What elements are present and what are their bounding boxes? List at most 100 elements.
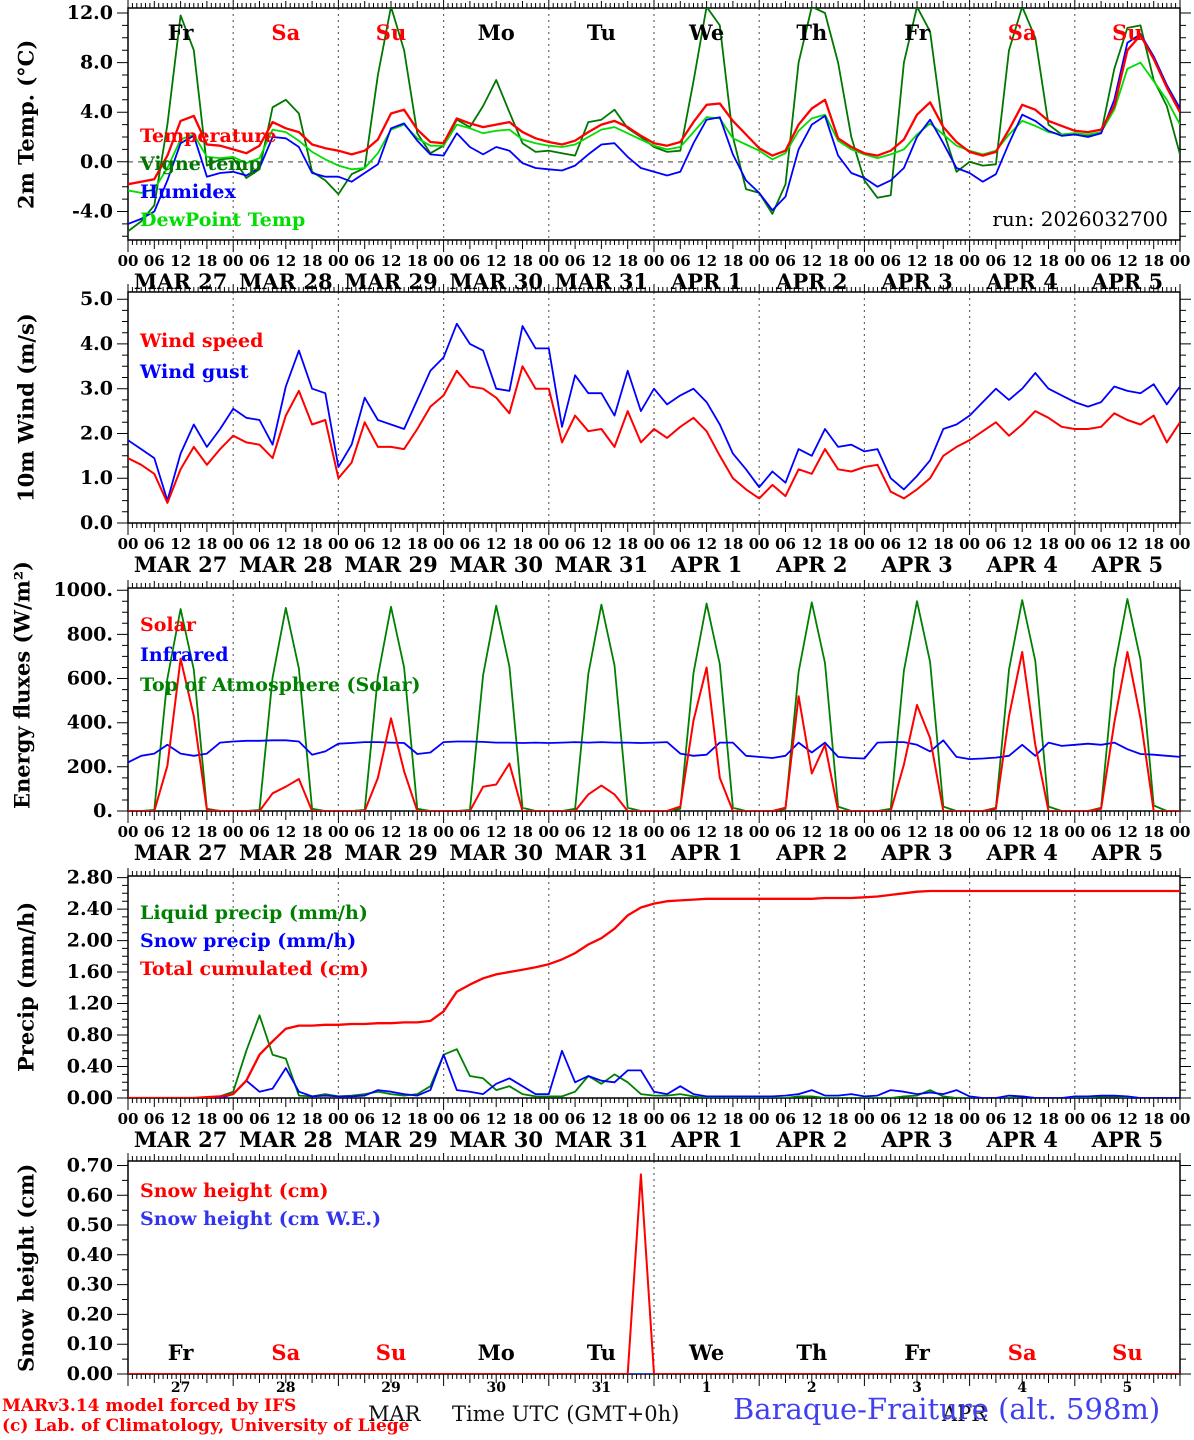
svg-text:18: 18 [407,823,428,841]
svg-text:12: 12 [170,1110,191,1128]
svg-text:Fr: Fr [168,1340,195,1365]
svg-text:06: 06 [565,1110,586,1128]
svg-text:00: 00 [433,1110,454,1128]
svg-text:18: 18 [933,535,954,553]
svg-text:18: 18 [722,823,743,841]
svg-text:06: 06 [985,1110,1006,1128]
y-axis-label-wind: 10m Wind (m/s) [13,313,39,502]
svg-text:APR 5: APR 5 [1091,1127,1163,1152]
svg-text:06: 06 [565,823,586,841]
legend-temperature: Temperature [140,125,277,147]
svg-text:MAR 31: MAR 31 [555,840,649,865]
svg-text:00: 00 [749,252,770,270]
svg-text:06: 06 [880,1110,901,1128]
svg-text:00: 00 [538,535,559,553]
svg-text:12: 12 [1117,252,1138,270]
svg-text:APR 1: APR 1 [670,1127,742,1152]
svg-text:12: 12 [591,1110,612,1128]
svg-text:06: 06 [670,1110,691,1128]
svg-text:06: 06 [144,823,165,841]
svg-text:2.0: 2.0 [80,423,113,445]
svg-text:0.80: 0.80 [67,1024,113,1046]
svg-text:12: 12 [275,535,296,553]
svg-text:Su: Su [376,20,406,45]
svg-text:MAR 27: MAR 27 [134,552,228,577]
svg-text:18: 18 [196,823,217,841]
svg-text:18: 18 [828,1110,849,1128]
svg-text:1.60: 1.60 [67,961,113,983]
svg-text:0.10: 0.10 [67,1333,113,1355]
svg-text:12: 12 [486,535,507,553]
svg-text:00: 00 [959,823,980,841]
svg-text:00: 00 [749,1110,770,1128]
svg-text:Su: Su [1112,1340,1142,1365]
svg-text:00: 00 [328,252,349,270]
svg-text:06: 06 [775,535,796,553]
svg-text:APR 4: APR 4 [985,552,1057,577]
svg-text:12: 12 [591,535,612,553]
svg-text:00: 00 [1064,252,1085,270]
svg-text:06: 06 [1091,252,1112,270]
svg-text:06: 06 [985,535,1006,553]
legend-snow-height-we: Snow height (cm W.E.) [140,1208,382,1230]
svg-text:4.0: 4.0 [80,333,113,355]
svg-text:12: 12 [801,1110,822,1128]
svg-text:APR 1: APR 1 [670,840,742,865]
svg-text:MAR 29: MAR 29 [344,840,438,865]
svg-text:06: 06 [670,252,691,270]
time-axis-label: Time UTC (GMT+0h) [452,1402,680,1426]
svg-text:18: 18 [1143,535,1164,553]
svg-text:00: 00 [644,1110,665,1128]
svg-text:00: 00 [328,535,349,553]
svg-text:00: 00 [538,823,559,841]
legend-wind-speed: Wind speed [140,330,264,352]
svg-text:Tu: Tu [587,1340,616,1365]
svg-text:APR 2: APR 2 [775,1127,847,1152]
svg-text:00: 00 [854,535,875,553]
svg-text:18: 18 [512,1110,533,1128]
svg-text:200.: 200. [67,756,113,778]
svg-text:MAR 29: MAR 29 [344,552,438,577]
y-axis-label-energy: Energy fluxes (W/m²) [9,561,35,810]
svg-text:12: 12 [486,823,507,841]
svg-text:00: 00 [1170,535,1191,553]
svg-text:06: 06 [670,823,691,841]
legend-wind-gust: Wind gust [140,361,249,383]
svg-text:12: 12 [1012,252,1033,270]
svg-text:Fr: Fr [904,20,931,45]
svg-text:Fr: Fr [168,20,195,45]
svg-text:06: 06 [880,535,901,553]
svg-text:00: 00 [118,535,139,553]
svg-text:Th: Th [796,20,827,45]
svg-text:12: 12 [591,823,612,841]
legend-vigne-temp: Vigne temp [140,153,262,175]
y-axis-label-temperature: 2m Temp. (°C) [13,39,39,209]
legend-top-of-atmosphere: Top of Atmosphere (Solar) [140,674,421,696]
svg-text:0.00: 0.00 [67,1087,113,1109]
svg-text:0.60: 0.60 [67,1184,113,1206]
svg-text:MAR 27: MAR 27 [134,1127,228,1152]
svg-text:12: 12 [275,823,296,841]
svg-text:18: 18 [722,535,743,553]
svg-text:29: 29 [381,1380,400,1396]
svg-text:00: 00 [328,1110,349,1128]
svg-text:18: 18 [407,1110,428,1128]
svg-text:12: 12 [696,252,717,270]
svg-text:06: 06 [565,252,586,270]
svg-text:06: 06 [144,252,165,270]
svg-text:MAR 28: MAR 28 [239,840,333,865]
svg-text:0.: 0. [93,800,113,822]
svg-text:3: 3 [912,1380,922,1396]
svg-text:06: 06 [459,823,480,841]
svg-text:00: 00 [959,535,980,553]
svg-text:00: 00 [1064,1110,1085,1128]
svg-text:00: 00 [959,1110,980,1128]
svg-text:06: 06 [354,823,375,841]
svg-text:18: 18 [617,1110,638,1128]
svg-text:12: 12 [170,252,191,270]
svg-text:18: 18 [828,823,849,841]
svg-text:06: 06 [775,823,796,841]
svg-text:18: 18 [828,252,849,270]
svg-text:30: 30 [486,1380,506,1396]
